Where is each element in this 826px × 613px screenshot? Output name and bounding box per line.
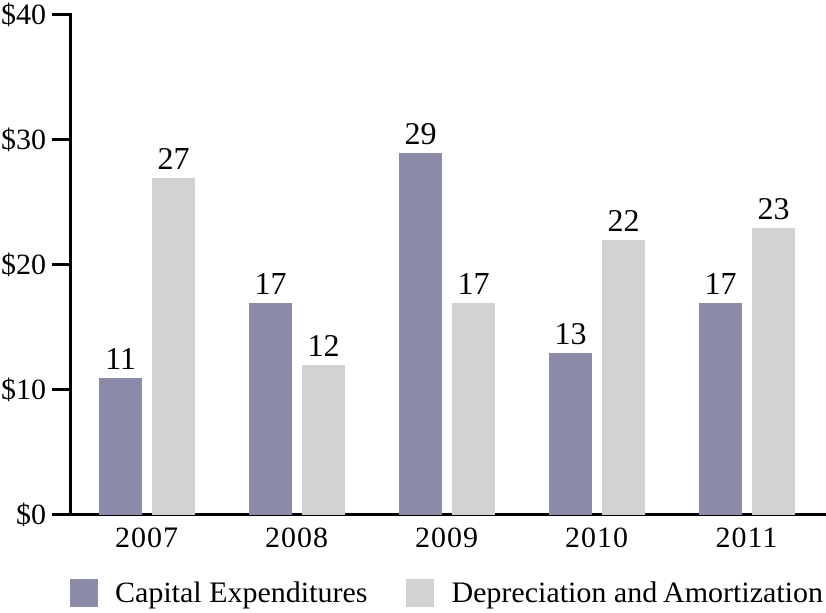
x-tick-label-2007: 2007 (115, 521, 179, 554)
bar-value-label-capital-expenditures-2011: 17 (704, 264, 737, 301)
bar-group-2010: 13 22 (549, 204, 645, 515)
y-tick-label-0: $0 (16, 498, 46, 531)
bar-value-label-capital-expenditures-2008: 17 (254, 264, 287, 301)
bar-group-2011: 17 23 (699, 189, 795, 515)
y-tick-10 (52, 388, 70, 391)
bar-value-label-capital-expenditures-2009: 29 (404, 114, 437, 151)
bar-column-depreciation-and-amortization-2011: 23 (752, 189, 795, 515)
plot-area: 11 27 17 12 29 17 13 22 17 23 (70, 15, 826, 515)
y-tick-label-30: $30 (1, 123, 46, 156)
bar-column-capital-expenditures-2009: 29 (399, 114, 442, 515)
bar-capital-expenditures-2011 (699, 302, 742, 515)
bar-value-label-depreciation-and-amortization-2009: 17 (457, 264, 490, 301)
x-axis-labels: 2007 2008 2009 2010 2011 (70, 521, 826, 561)
x-tick-label-2011: 2011 (715, 521, 779, 554)
bar-capital-expenditures-2007 (99, 377, 142, 515)
bar-depreciation-and-amortization-2007 (152, 177, 195, 515)
legend-swatch-depreciation-and-amortization (406, 579, 435, 607)
x-tick-label-2010: 2010 (565, 521, 629, 554)
legend-item-depreciation-and-amortization: Depreciation and Amortization (406, 577, 823, 609)
bar-column-depreciation-and-amortization-2010: 22 (602, 204, 645, 515)
legend: Capital Expenditures Depreciation and Amo… (70, 577, 823, 609)
bar-capital-expenditures-2008 (249, 302, 292, 515)
bar-value-label-depreciation-and-amortization-2007: 27 (157, 139, 190, 176)
bar-group-2008: 17 12 (249, 264, 345, 515)
legend-item-capital-expenditures: Capital Expenditures (70, 577, 367, 609)
y-tick-20 (52, 263, 70, 266)
y-axis-line (69, 13, 72, 516)
y-tick-30 (52, 138, 70, 141)
bar-column-depreciation-and-amortization-2007: 27 (152, 139, 195, 515)
bar-depreciation-and-amortization-2008 (302, 365, 345, 515)
x-tick-label-2009: 2009 (415, 521, 479, 554)
bar-capital-expenditures-2009 (399, 152, 442, 515)
bar-depreciation-and-amortization-2010 (602, 240, 645, 515)
legend-label-capital-expenditures: Capital Expenditures (115, 576, 368, 609)
bar-value-label-capital-expenditures-2007: 11 (105, 339, 136, 376)
y-tick-label-40: $40 (1, 0, 46, 31)
bar-column-capital-expenditures-2011: 17 (699, 264, 742, 515)
legend-label-depreciation-and-amortization: Depreciation and Amortization (451, 576, 823, 609)
bar-value-label-depreciation-and-amortization-2008: 12 (307, 327, 340, 363)
bar-value-label-depreciation-and-amortization-2010: 22 (607, 202, 640, 238)
bar-group-2007: 11 27 (99, 139, 195, 515)
bar-column-depreciation-and-amortization-2009: 17 (452, 264, 495, 515)
x-tick-label-2008: 2008 (265, 521, 329, 554)
bar-column-capital-expenditures-2008: 17 (249, 264, 292, 515)
bar-column-depreciation-and-amortization-2008: 12 (302, 329, 345, 515)
bar-capital-expenditures-2010 (549, 352, 592, 515)
bar-value-label-capital-expenditures-2010: 13 (554, 314, 587, 351)
bar-column-capital-expenditures-2007: 11 (99, 339, 142, 515)
y-tick-label-20: $20 (1, 248, 46, 281)
bar-column-capital-expenditures-2010: 13 (549, 314, 592, 515)
bar-value-label-depreciation-and-amortization-2011: 23 (757, 189, 790, 226)
bar-group-2009: 29 17 (399, 114, 495, 515)
y-tick-40 (52, 13, 70, 16)
legend-swatch-capital-expenditures (70, 579, 98, 607)
bar-depreciation-and-amortization-2009 (452, 302, 495, 515)
bar-depreciation-and-amortization-2011 (752, 227, 795, 515)
y-tick-label-10: $10 (1, 373, 46, 406)
